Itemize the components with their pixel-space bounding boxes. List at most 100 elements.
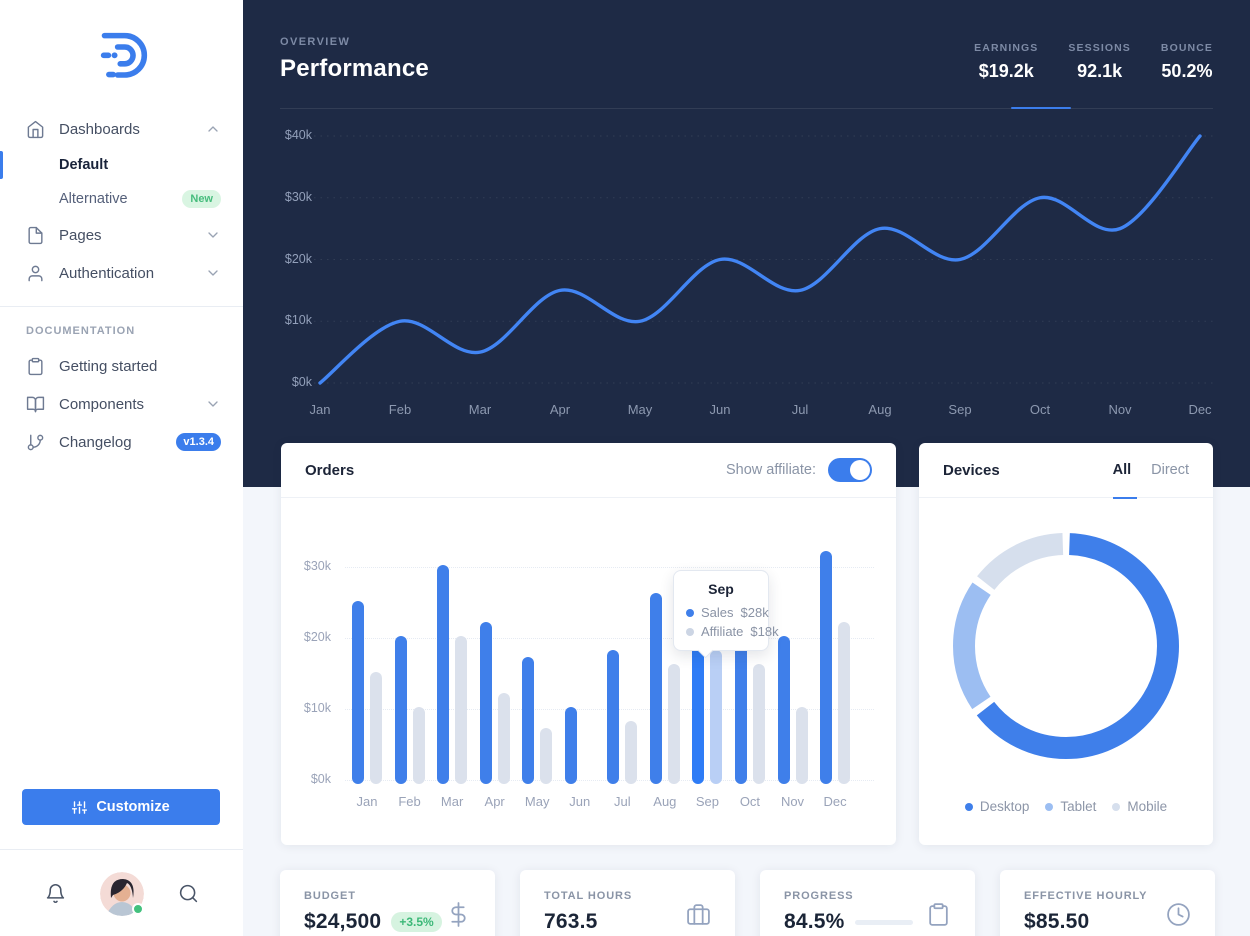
sidebar-item-components[interactable]: Components <box>0 385 243 423</box>
search-icon <box>179 884 197 903</box>
chevron-down-icon <box>208 232 218 238</box>
app-logo[interactable] <box>0 0 243 110</box>
tooltip-series-value: $18k <box>750 624 779 639</box>
affiliate-bar-aug[interactable] <box>667 664 680 784</box>
sidebar-item-authentication[interactable]: Authentication <box>0 254 243 292</box>
sidebar-item-pages[interactable]: Pages <box>0 216 243 254</box>
sales-bar-jun[interactable] <box>564 707 577 784</box>
x-tick-label: Oct <box>1029 402 1051 417</box>
sidebar-item-alternative[interactable]: Alternative New <box>0 182 243 216</box>
sidebar-item-label: Pages <box>59 226 102 244</box>
desktop-dot <box>964 802 973 811</box>
affiliate-bar-dec[interactable] <box>838 621 851 784</box>
tablet-donut-segment[interactable] <box>953 533 1179 759</box>
affiliate-bar-nov[interactable] <box>795 707 808 784</box>
x-tick-label: Aug <box>653 794 677 809</box>
y-tick-label: $0k <box>291 375 312 389</box>
y-tick-label: $30k <box>284 189 312 204</box>
devices-legend: Desktop Tablet Mobile <box>919 799 1213 814</box>
donut-canvas <box>953 533 1179 759</box>
bell-icon <box>46 884 64 904</box>
x-tick-label: May <box>627 402 653 417</box>
devices-tabs: All Direct <box>1112 443 1189 499</box>
x-tick-label: Dec <box>1188 402 1212 417</box>
affiliate-toggle[interactable] <box>828 458 872 482</box>
sales-bar-apr[interactable] <box>479 621 492 784</box>
overview-panel: OVERVIEW Performance EARNINGS $19.2k SES… <box>243 0 1250 487</box>
x-tick-label: Jul <box>613 794 631 809</box>
affiliate-bar-jan[interactable] <box>370 671 382 784</box>
tooltip-series-name: Sales <box>701 605 734 620</box>
affiliate-toggle-label: Show affiliate: <box>725 462 816 478</box>
tab-label: Direct <box>1151 462 1189 478</box>
legend-tablet[interactable]: Tablet <box>1045 799 1096 814</box>
notifications-button[interactable] <box>44 883 66 905</box>
sales-bar-mar[interactable] <box>437 565 450 784</box>
sales-bar-aug[interactable] <box>649 593 662 784</box>
stat-bounce[interactable]: BOUNCE 50.2% <box>1161 42 1213 82</box>
sales-bar-may[interactable] <box>522 657 535 784</box>
devices-card: Devices All Direct Desktop Tablet Mobile <box>919 443 1213 845</box>
tab-direct[interactable]: Direct <box>1151 443 1189 498</box>
affiliate-bar-mar[interactable] <box>455 636 468 784</box>
x-tick-label: Jun <box>709 402 731 417</box>
x-tick-label: Dec <box>823 794 847 809</box>
briefcase-icon <box>687 904 710 925</box>
earnings-line-series <box>318 134 1202 385</box>
affiliate-bar-sep[interactable] <box>710 650 723 784</box>
sidebar-item-getting-started[interactable]: Getting started <box>0 347 243 385</box>
total-hours-value: 763.5 <box>544 910 598 933</box>
performance-line-chart: $0k $10k $20k $30k $40k Jan Feb Mar Apr May Jun Ju… <box>280 124 1213 424</box>
affiliate-bar-apr[interactable] <box>497 692 510 784</box>
total-hours-label: TOTAL HOURS <box>544 890 633 902</box>
stat-sessions[interactable]: SESSIONS 92.1k <box>1068 42 1130 82</box>
legend-desktop[interactable]: Desktop <box>964 799 1029 814</box>
tab-label: All <box>1112 462 1132 478</box>
legend-mobile[interactable]: Mobile <box>1112 799 1167 814</box>
affiliate-bar-jul[interactable] <box>625 721 638 784</box>
legend-label: Mobile <box>1127 799 1168 814</box>
stat-label: SESSIONS <box>1068 42 1131 54</box>
stat-value: 50.2% <box>1161 61 1213 81</box>
devices-donut-chart <box>953 533 1179 759</box>
book-open-icon <box>26 396 45 412</box>
tab-all[interactable]: All <box>1112 443 1137 499</box>
sales-bar-jul[interactable] <box>607 650 620 784</box>
orders-card: Orders Show affiliate: $0k $10k $20k $30k Ja… <box>281 443 896 845</box>
sales-bar-feb[interactable] <box>394 636 407 784</box>
y-tick-label: $0k <box>310 772 331 786</box>
sales-dot <box>686 608 694 617</box>
sales-bar-nov[interactable] <box>777 636 790 784</box>
orders-bar-chart: $0k $10k $20k $30k Jan Feb Mar Apr May Jun Jul Aug S… <box>281 498 896 845</box>
header-stats: EARNINGS $19.2k SESSIONS 92.1k BOUNCE 50… <box>974 42 1213 82</box>
y-tick-label: $20k <box>303 630 331 644</box>
tooltip-month: Sep <box>708 581 734 597</box>
sales-bar-dec[interactable] <box>820 550 833 784</box>
sidebar-item-changelog[interactable]: Changelog v1.3.4 <box>0 423 243 461</box>
x-tick-label: Feb <box>388 402 412 417</box>
sales-bar-jan[interactable] <box>352 600 364 784</box>
sidebar-item-label: Alternative <box>59 191 128 207</box>
home-icon <box>27 120 44 138</box>
devices-card-header: Devices All Direct <box>919 443 1213 499</box>
y-tick-label: $40k <box>284 128 312 142</box>
stat-value: 92.1k <box>1077 61 1123 81</box>
stat-value: $19.2k <box>978 61 1034 81</box>
customize-button[interactable]: Customize <box>22 789 220 825</box>
search-button[interactable] <box>177 883 199 905</box>
affiliate-bar-oct[interactable] <box>752 664 765 784</box>
x-tick-label: Jan <box>356 794 378 809</box>
affiliate-toggle-group: Show affiliate: <box>726 458 872 482</box>
x-tick-label: Apr <box>484 794 505 809</box>
affiliate-bar-feb[interactable] <box>412 707 425 784</box>
stat-earnings[interactable]: EARNINGS $19.2k <box>974 42 1038 82</box>
affiliate-bar-may[interactable] <box>540 728 553 784</box>
sidebar-item-dashboards[interactable]: Dashboards <box>0 110 243 148</box>
user-avatar[interactable] <box>99 872 144 916</box>
effective-hourly-card: EFFECTIVE HOURLY $85.50 <box>1000 870 1215 936</box>
desktop-donut-segment[interactable] <box>953 533 1179 759</box>
sidebar-nav: Dashboards Default Alternative New Pages… <box>0 110 243 292</box>
sidebar-item-default[interactable]: Default <box>0 148 243 182</box>
progress-bar <box>854 919 913 925</box>
progress-card: PROGRESS 84.5% <box>760 870 975 936</box>
